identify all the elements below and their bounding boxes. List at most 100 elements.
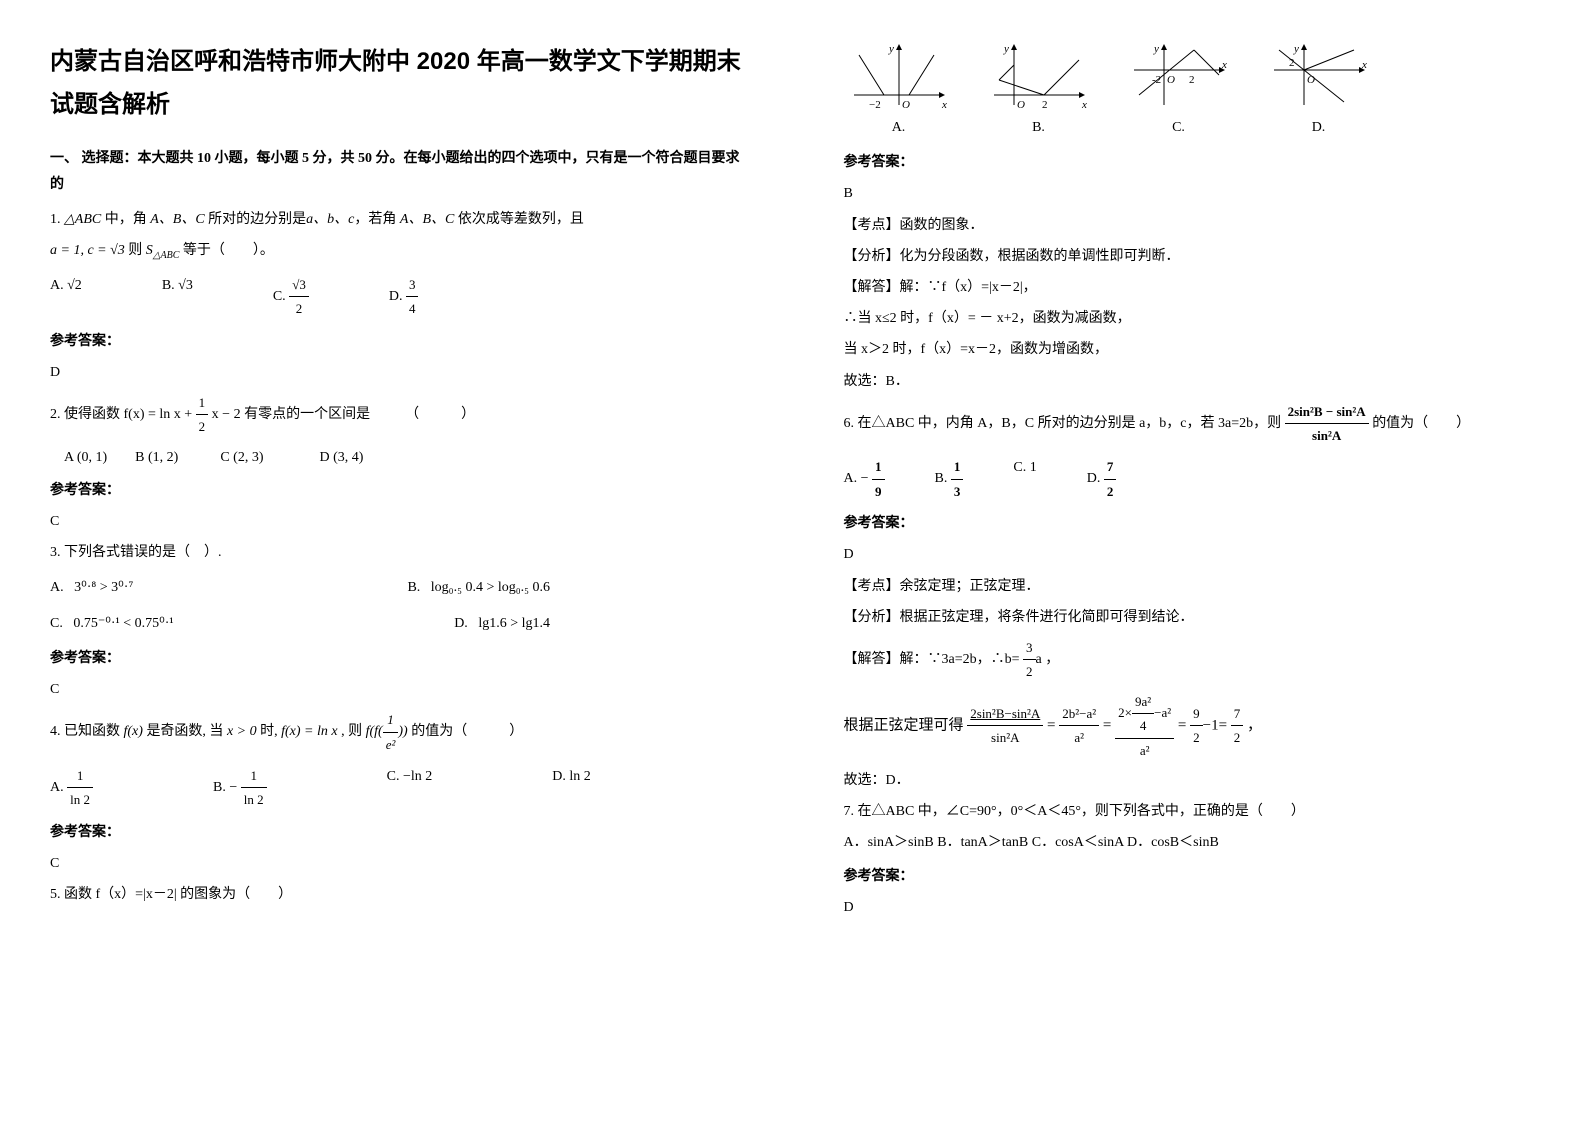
frac-icon: 32 xyxy=(1023,636,1036,684)
q4-optB: B. − 1ln 2 xyxy=(213,764,267,812)
frac-icon: 2sin²B−sin²Asin²A xyxy=(967,702,1043,750)
svg-text:y: y xyxy=(888,43,894,55)
document-title: 内蒙古自治区呼和浩特市师大附中 2020 年高一数学文下学期期末试题含解析 xyxy=(50,40,744,126)
q6-optA: A. − 19 xyxy=(844,455,885,503)
q1-ans-label: 参考答案： xyxy=(50,329,744,354)
q5-kd: 【考点】函数的图象． xyxy=(844,213,1538,238)
frac-icon: 2b²−a²a² xyxy=(1059,702,1099,750)
section-1-header: 一、 选择题：本大题共 10 小题，每小题 5 分，共 50 分。在每小题给出的… xyxy=(50,146,744,196)
q6-jd3: 故选：D． xyxy=(844,768,1538,793)
q6-fx: 【分析】根据正弦定理，将条件进行化简即可得到结论． xyxy=(844,605,1538,630)
q1-optD: D. 34 xyxy=(389,273,419,321)
q1-stem: 1. △ABC 中，角 A、B、C 所对的边分别是a、b、c，若角 A、B、C … xyxy=(50,207,744,232)
q4-ans: C xyxy=(50,851,744,876)
q3-optB: B. log₀.₅ 0.4 > log₀.₅ 0.6 xyxy=(407,575,550,600)
q7-ans-label: 参考答案： xyxy=(844,864,1538,889)
q1-mid: 中，角 xyxy=(101,212,150,227)
frac-icon: 34 xyxy=(406,273,419,321)
q6-stem: 6. 在△ABC 中，内角 A，B，C 所对的边分别是 a，b，c，若 3a=2… xyxy=(844,400,1538,448)
q1-options: A. √2 B. √3 C. √32 D. 34 xyxy=(50,273,744,321)
svg-text:y: y xyxy=(1153,43,1159,55)
q3-row1: A. 3⁰·⁸ > 3⁰·⁷ B. log₀.₅ 0.4 > log₀.₅ 0.… xyxy=(50,575,550,600)
q1-l2pre: 则 xyxy=(125,243,146,258)
graph-a-label: A. xyxy=(844,115,954,140)
graph-a-svg: x y −2 O xyxy=(844,40,954,115)
frac-icon: 92 xyxy=(1190,702,1203,750)
svg-text:O: O xyxy=(1017,99,1025,111)
q5-jd2: ∴当 x≤2 时，f（x）= － x+2，函数为减函数， xyxy=(844,306,1538,331)
q6-optC: C. 1 xyxy=(1013,455,1036,503)
q4-options: A. 1ln 2 B. − 1ln 2 C. −ln 2 D. ln 2 xyxy=(50,764,744,812)
q1-l2post: 等于（ ）。 xyxy=(179,243,274,258)
left-column: 内蒙古自治区呼和浩特市师大附中 2020 年高一数学文下学期期末试题含解析 一、… xyxy=(0,0,794,1122)
q1-mid3: ，若角 xyxy=(354,212,400,227)
q6-jd1: 【解答】解：∵3a=2b，∴b= 32a ， xyxy=(844,636,1538,684)
q3-ans: C xyxy=(50,677,744,702)
q4-optA: A. 1ln 2 xyxy=(50,764,93,812)
q7-stem: 7. 在△ABC 中，∠C=90°，0°＜A＜45°，则下列各式中，正确的是（ … xyxy=(844,799,1538,824)
graph-b: x y 2 O B. xyxy=(984,40,1094,140)
svg-text:2: 2 xyxy=(1042,99,1048,111)
q4-optD: D. ln 2 xyxy=(552,764,591,812)
svg-text:x: x xyxy=(1081,99,1087,111)
q1-pre: 1. xyxy=(50,212,64,227)
q5-ans-label: 参考答案： xyxy=(844,150,1538,175)
graph-b-label: B. xyxy=(984,115,1094,140)
svg-text:y: y xyxy=(1003,43,1009,55)
frac-icon: 1e² xyxy=(383,708,399,756)
q3-optD: D. lg1.6 > lg1.4 xyxy=(454,611,550,636)
q4-ans-label: 参考答案： xyxy=(50,820,744,845)
graph-d-label: D. xyxy=(1264,115,1374,140)
svg-text:2: 2 xyxy=(1289,57,1295,69)
q3-optA: A. 3⁰·⁸ > 3⁰·⁷ xyxy=(50,575,133,600)
svg-text:O: O xyxy=(1167,74,1175,86)
frac-icon: 72 xyxy=(1231,702,1244,750)
q3-ans-label: 参考答案： xyxy=(50,646,744,671)
q6-options: A. − 19 B. 13 C. 1 D. 72 xyxy=(844,455,1538,503)
q1-optB: B. √3 xyxy=(162,273,193,321)
q6-jd2: 根据正弦定理可得 2sin²B−sin²Asin²A = 2b²−a²a² = … xyxy=(844,690,1538,762)
q5-stem: 5. 函数 f（x）=|x－2| 的图象为（ ） xyxy=(50,882,744,907)
q1-line2: a = 1, c = √3 则 S△ABC 等于（ ）。 xyxy=(50,238,744,265)
svg-text:O: O xyxy=(902,99,910,111)
svg-text:-2: -2 xyxy=(1152,74,1161,86)
q5-jd1: 【解答】解：∵f（x）=|x－2|， xyxy=(844,275,1538,300)
q6-ans-label: 参考答案： xyxy=(844,511,1538,536)
frac-icon: 13 xyxy=(951,455,964,503)
q4-stem: 4. 已知函数 f(x) 是奇函数, 当 x > 0 时, f(x) = ln … xyxy=(50,708,744,756)
svg-text:x: x xyxy=(941,99,947,111)
q2-stem: 2. 使得函数 f(x) = ln x + 12 x − 2 有零点的一个区间是… xyxy=(50,391,744,439)
q6-kd: 【考点】余弦定理；正弦定理． xyxy=(844,574,1538,599)
q5-graphs: x y −2 O A. x y 2 O B. xyxy=(844,40,1538,140)
frac-icon: 2sin²B − sin²Asin²A xyxy=(1285,400,1369,448)
graph-c-label: C. xyxy=(1124,115,1234,140)
q1-optC: C. √32 xyxy=(273,273,309,321)
q5-fx: 【分析】化为分段函数，根据函数的单调性即可判断． xyxy=(844,244,1538,269)
frac-icon: 72 xyxy=(1104,455,1117,503)
svg-text:y: y xyxy=(1293,43,1299,55)
svg-text:O: O xyxy=(1307,74,1315,86)
q5-jd3: 当 x＞2 时，f（x）=x－2，函数为增函数， xyxy=(844,337,1538,362)
frac-icon: 19 xyxy=(872,455,885,503)
frac-icon: √32 xyxy=(289,273,309,321)
q6-optD: D. 72 xyxy=(1087,455,1117,503)
q3-row2: C. 0.75⁻⁰·¹ < 0.75⁰·¹ D. lg1.6 > lg1.4 xyxy=(50,611,550,636)
q3-stem: 3. 下列各式错误的是（ ）. xyxy=(50,540,744,565)
svg-text:−2: −2 xyxy=(869,99,881,111)
graph-b-svg: x y 2 O xyxy=(984,40,1094,115)
graph-c-svg: x y 2 -2 O xyxy=(1124,40,1234,115)
page: 内蒙古自治区呼和浩特市师大附中 2020 年高一数学文下学期期末试题含解析 一、… xyxy=(0,0,1587,1122)
frac-icon: 12 xyxy=(196,391,209,439)
frac-icon: 2×9a²4−a²a² xyxy=(1115,690,1174,762)
frac-icon: 1ln 2 xyxy=(241,764,267,812)
graph-a: x y −2 O A. xyxy=(844,40,954,140)
right-column: x y −2 O A. x y 2 O B. xyxy=(794,0,1587,1122)
q1-optA: A. √2 xyxy=(50,273,82,321)
q6-ans: D xyxy=(844,542,1538,567)
graph-c: x y 2 -2 O C. xyxy=(1124,40,1234,140)
svg-text:x: x xyxy=(1221,59,1227,71)
q7-opts: A．sinA＞sinB B．tanA＞tanB C．cosA＜sinA D．co… xyxy=(844,830,1538,855)
q2-opts: A (0, 1) B (1, 2) C (2, 3) D (3, 4) xyxy=(50,445,744,470)
q1-mid2: 所对的边分别是 xyxy=(205,212,307,227)
svg-text:2: 2 xyxy=(1189,74,1195,86)
